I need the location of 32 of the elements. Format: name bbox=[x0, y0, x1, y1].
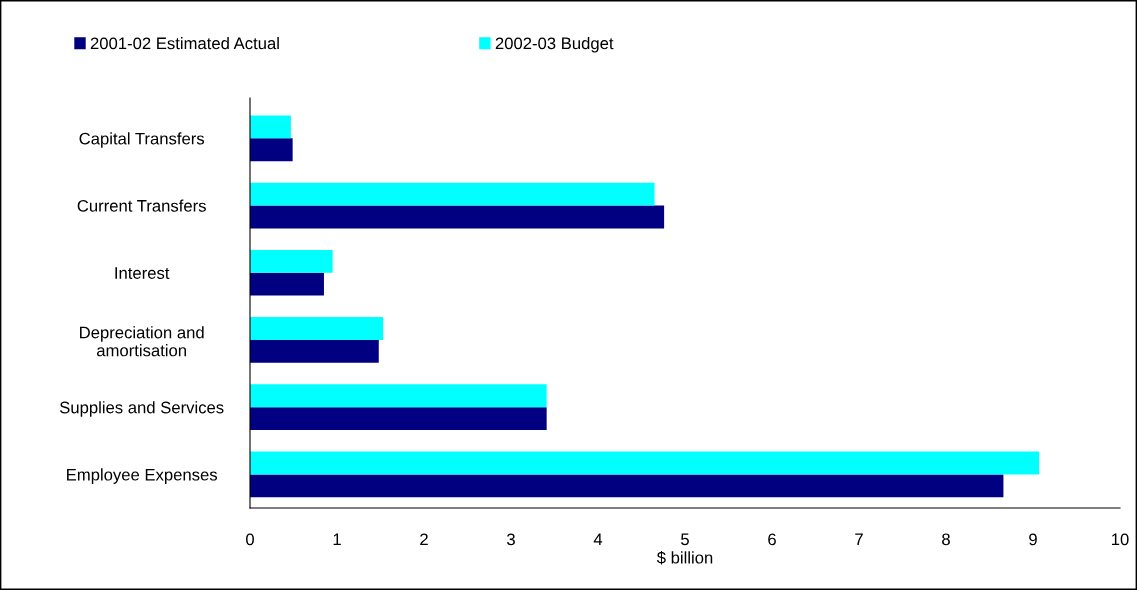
x-tick-label: 5 bbox=[681, 533, 689, 546]
bar bbox=[250, 138, 293, 162]
bar bbox=[250, 384, 547, 408]
x-tick-label: 6 bbox=[768, 533, 776, 546]
y-tick-label: Capital Transfers bbox=[79, 132, 205, 148]
bar bbox=[250, 317, 384, 340]
legend-label: 2001-02 Estimated Actual bbox=[90, 37, 279, 50]
x-axis-title: $ billion bbox=[656, 551, 713, 565]
bar bbox=[250, 451, 1040, 475]
y-tick-label: Employee Expenses bbox=[67, 468, 218, 484]
y-tick-label: Depreciation and amortisation bbox=[80, 326, 204, 357]
y-tick-label: Supplies and Services bbox=[59, 401, 224, 417]
y-tick-label: Interest bbox=[115, 267, 170, 279]
bar bbox=[250, 272, 324, 296]
bar bbox=[250, 205, 665, 229]
x-tick-label: 7 bbox=[855, 533, 863, 546]
x-tick-label: 9 bbox=[1029, 533, 1037, 546]
x-tick-label: 2 bbox=[420, 533, 428, 546]
bar bbox=[250, 249, 333, 273]
x-tick-label: 4 bbox=[593, 533, 603, 546]
bar bbox=[250, 474, 1004, 498]
bar bbox=[250, 115, 291, 139]
x-tick-label: 1 bbox=[333, 533, 341, 546]
x-tick-label: 10 bbox=[1112, 533, 1129, 546]
bar bbox=[250, 339, 379, 363]
x-tick-label: 0 bbox=[246, 533, 254, 546]
x-tick-label: 3 bbox=[507, 533, 515, 546]
bar bbox=[250, 407, 547, 431]
y-tick-label: Current Transfers bbox=[77, 199, 206, 212]
legend-label: 2002-03 Budget bbox=[495, 37, 614, 53]
bar bbox=[250, 182, 655, 206]
x-tick-label: 8 bbox=[942, 533, 950, 546]
